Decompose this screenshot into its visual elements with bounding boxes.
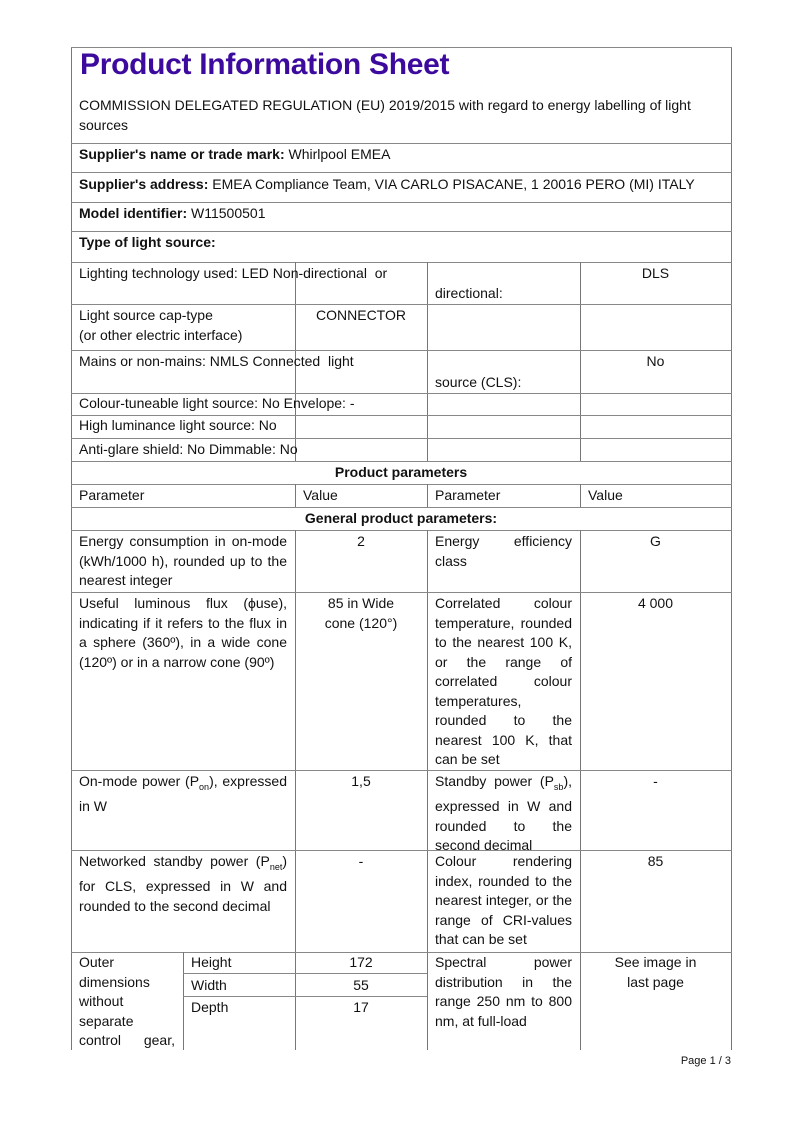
value-efficiency-class: G	[650, 533, 661, 549]
param-on-mode-power: On-mode power (Pon), expressed in W	[79, 773, 287, 815]
type-row-high-luminance: High luminance light source: No	[79, 417, 277, 433]
param-colour-rendering: Colour rendering index, rounded to the n…	[435, 853, 572, 947]
header-parameter: Parameter	[79, 487, 145, 503]
page-number: Page 1 / 3	[680, 1055, 731, 1067]
header-value: Value	[303, 487, 338, 503]
value-on-mode-power: 1,5	[351, 773, 371, 789]
value-colour-rendering: 85	[647, 853, 664, 869]
dim-depth-label: Depth	[191, 999, 229, 1015]
type-row-technology-value: DLS	[641, 265, 670, 281]
dim-depth-value: 17	[353, 999, 369, 1015]
type-row-cap: Light source cap-type (or other electric …	[79, 307, 243, 343]
header-value-2: Value	[588, 487, 623, 503]
param-colour-temperature: Correlated colour temperature, rounded t…	[435, 595, 572, 767]
value-networked-standby: -	[358, 853, 364, 869]
type-row-anti-glare: Anti-glare shield: No Dimmable: No	[79, 441, 298, 457]
model-identifier: Model identifier: W11500501	[79, 205, 266, 221]
param-spectral-distribution: Spectral power distribution in the range…	[435, 954, 572, 1029]
param-outer-dimensions: Outer dimensions without separate contro…	[79, 954, 175, 1048]
type-heading: Type of light source:	[79, 234, 216, 250]
dim-height-label: Height	[191, 954, 232, 970]
type-row-colour-tuneable: Colour-tuneable light source: No Envelop…	[79, 395, 355, 411]
type-row-cls-label: source (CLS):	[435, 374, 522, 390]
value-standby-power: -	[653, 773, 658, 789]
type-row-cls-value: No	[646, 353, 665, 369]
regulation-text: COMMISSION DELEGATED REGULATION (EU) 201…	[79, 97, 691, 133]
page-title: Product Information Sheet	[80, 48, 450, 81]
general-parameters-heading: General product parameters:	[304, 510, 498, 526]
value-luminous-flux: 85 in Wide cone (120°)	[324, 595, 398, 631]
value-spectral-distribution: See image in last page	[614, 954, 697, 990]
param-efficiency-class: Energy efficiency class	[435, 533, 572, 569]
type-row-cap-value: CONNECTOR	[316, 307, 406, 323]
product-parameters-heading: Product parameters	[334, 464, 468, 480]
type-row-technology-directional: directional:	[435, 285, 503, 301]
value-energy-consumption: 2	[357, 533, 365, 549]
header-parameter-2: Parameter	[435, 487, 501, 503]
type-row-technology: Lighting technology used: LED Non-direct…	[79, 265, 388, 281]
supplier-address: Supplier's address: EMEA Compliance Team…	[79, 176, 695, 192]
supplier-name: Supplier's name or trade mark: Whirlpool…	[79, 146, 391, 162]
param-luminous-flux: Useful luminous flux (ϕuse), indicating …	[79, 595, 287, 670]
param-standby-power: Standby power (Psb), expressed in W and …	[435, 773, 572, 854]
dim-width-label: Width	[191, 977, 227, 993]
param-networked-standby: Networked standby power (Pnet) for CLS, …	[79, 853, 287, 914]
type-row-mains: Mains or non-mains: NMLS Connected light	[79, 353, 354, 369]
value-colour-temperature: 4 000	[637, 595, 674, 611]
dim-height-value: 172	[349, 954, 373, 970]
param-energy-consumption: Energy consumption in on-mode (kWh/1000 …	[79, 533, 287, 588]
dim-width-value: 55	[353, 977, 369, 993]
